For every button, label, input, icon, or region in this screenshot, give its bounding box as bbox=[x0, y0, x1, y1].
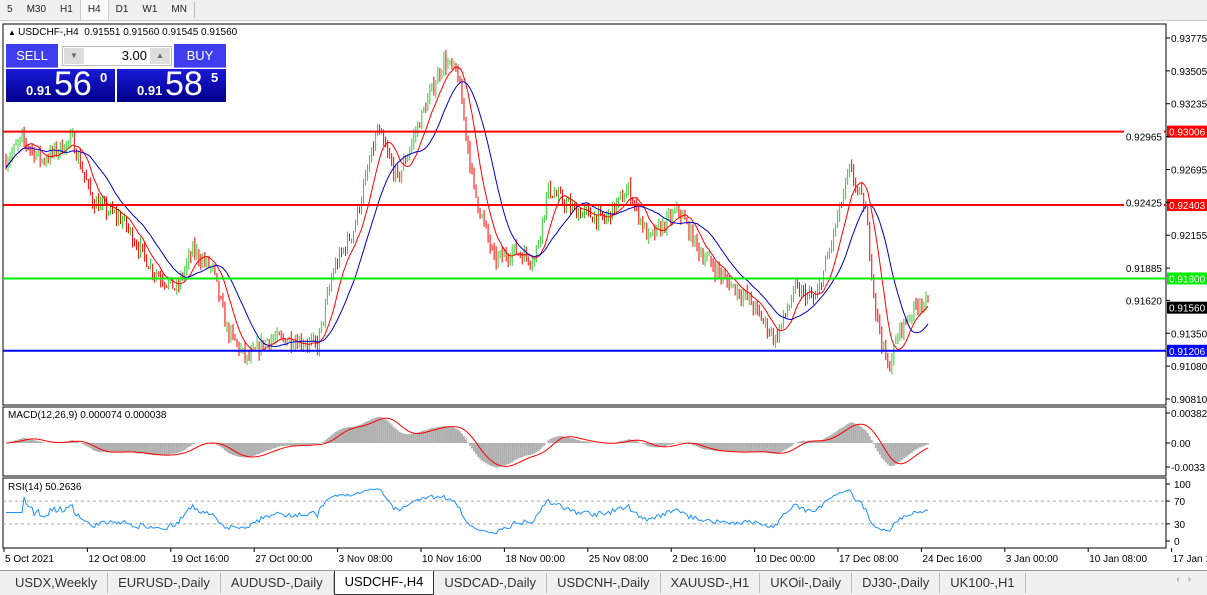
tab-scroll-arrows-icon[interactable]: ‹› bbox=[1176, 574, 1199, 585]
rsi-label: RSI(14) 50.2636 bbox=[8, 482, 82, 493]
macd-label: MACD(12,26,9) 0.000074 0.000038 bbox=[8, 410, 167, 421]
price-chart[interactable]: 0.930060.924030.918000.912060.915600.937… bbox=[0, 21, 1207, 570]
time-tick-label: 17 Dec 08:00 bbox=[839, 554, 899, 565]
chart-tabs: USDX,Weekly EURUSD-,Daily AUDUSD-,Daily USD… bbox=[0, 570, 1207, 595]
price-tick-label-bg bbox=[1124, 294, 1164, 307]
horizontal-line-price: 0.93006 bbox=[1169, 128, 1206, 139]
price-tick-label: 0.92425 bbox=[1126, 198, 1163, 209]
tab-xauusd-h1[interactable]: XAUUSD-,H1 bbox=[661, 573, 761, 593]
horizontal-line-price: 0.91800 bbox=[1169, 274, 1206, 285]
sell-price-big: 56 bbox=[54, 65, 92, 103]
tab-uk100-h1[interactable]: UK100-,H1 bbox=[940, 573, 1026, 593]
time-tick-label: 27 Oct 00:00 bbox=[255, 554, 313, 565]
tab-usdchf-h4[interactable]: USDCHF-,H4 bbox=[333, 571, 435, 595]
current-price-box bbox=[1167, 301, 1207, 314]
collapse-triangle-icon[interactable]: ▲ bbox=[8, 28, 19, 37]
price-tick-label: 0.92965 bbox=[1126, 133, 1163, 144]
symbol-label: USDCHF-,H4 bbox=[18, 27, 79, 38]
price-label-box bbox=[1167, 272, 1207, 285]
price-tick-label: 0.90810 bbox=[1171, 395, 1207, 406]
time-tick-label: 10 Jan 08:00 bbox=[1089, 554, 1147, 565]
rsi-line bbox=[6, 488, 929, 535]
time-tick-label: 10 Dec 00:00 bbox=[756, 554, 816, 565]
rsi-tick-label: 30 bbox=[1174, 520, 1186, 531]
buy-price-prefix: 0.91 bbox=[137, 83, 163, 98]
time-tick-label: 3 Jan 00:00 bbox=[1006, 554, 1059, 565]
price-tick-label: 0.92155 bbox=[1171, 231, 1207, 242]
time-tick-label: 2 Dec 16:00 bbox=[672, 554, 726, 565]
tab-dj30-daily[interactable]: DJ30-,Daily bbox=[852, 573, 941, 593]
current-price-label: 0.91560 bbox=[1169, 304, 1206, 315]
sell-price-prefix: 0.91 bbox=[26, 83, 52, 98]
price-tick-label: 0.91350 bbox=[1171, 329, 1207, 340]
time-tick-label: 25 Nov 08:00 bbox=[589, 554, 649, 565]
sell-button[interactable]: SELL bbox=[6, 44, 58, 68]
buy-price-pip: 5 bbox=[211, 70, 219, 85]
macd-tick-label: 0.00382 bbox=[1171, 409, 1207, 420]
buy-price[interactable]: 0.91 58 5 bbox=[117, 65, 226, 103]
rsi-tick-label: 70 bbox=[1174, 497, 1186, 508]
timeframe-5[interactable]: 5 bbox=[7, 4, 13, 15]
timeframe-mn[interactable]: MN bbox=[171, 4, 187, 15]
price-tick-label: 0.91885 bbox=[1126, 264, 1163, 275]
macd-tick-label: 0.00 bbox=[1171, 439, 1191, 450]
buy-price-big: 58 bbox=[165, 65, 203, 103]
macd-tick-label: -0.0033 bbox=[1171, 463, 1205, 474]
price-tick-label: 0.93505 bbox=[1171, 67, 1207, 78]
sell-price[interactable]: 0.91 56 0 bbox=[6, 65, 115, 103]
volume-input[interactable]: 3.00 bbox=[121, 48, 147, 63]
time-tick-label: 17 Jan 16:00 bbox=[1173, 554, 1207, 565]
timeframe-d1[interactable]: D1 bbox=[115, 4, 129, 15]
price-tick-label: 0.91620 bbox=[1126, 296, 1163, 307]
timeframe-h4[interactable]: H4 bbox=[79, 0, 109, 20]
time-tick-label: 3 Nov 08:00 bbox=[339, 554, 393, 565]
time-tick-label: 24 Dec 16:00 bbox=[922, 554, 982, 565]
time-tick-label: 18 Nov 00:00 bbox=[505, 554, 565, 565]
tab-ukoil-daily[interactable]: UKOil-,Daily bbox=[760, 573, 853, 593]
timeframe-w1[interactable]: W1 bbox=[142, 4, 158, 15]
price-label-box bbox=[1167, 125, 1207, 138]
price-tick-label-bg bbox=[1124, 130, 1164, 143]
price-tick-label-bg bbox=[1124, 262, 1164, 275]
macd-signal-line bbox=[5, 417, 929, 467]
divider bbox=[193, 2, 195, 18]
chart-header: ▲ USDCHF-,H4 0.91551 0.91560 0.91545 0.9… bbox=[8, 27, 237, 38]
tab-eurusd-daily[interactable]: EURUSD-,Daily bbox=[108, 573, 221, 593]
volume-field: ▼ 3.00 ▲ bbox=[62, 46, 172, 66]
price-tick-label-bg bbox=[1124, 196, 1164, 209]
price-tick-label: 0.93235 bbox=[1171, 100, 1207, 111]
time-tick-label: 10 Nov 16:00 bbox=[422, 554, 482, 565]
price-tick-label: 0.93775 bbox=[1171, 34, 1207, 45]
horizontal-line-price: 0.92403 bbox=[1169, 201, 1206, 212]
price-tick-label: 0.92695 bbox=[1171, 165, 1207, 176]
timeframe-m30[interactable]: M30 bbox=[26, 4, 47, 15]
rsi-tick-label: 0 bbox=[1174, 537, 1180, 548]
decrease-volume-icon[interactable]: ▼ bbox=[64, 48, 84, 64]
tab-audusd-daily[interactable]: AUDUSD-,Daily bbox=[221, 573, 334, 593]
tab-usdx-weekly[interactable]: USDX,Weekly bbox=[5, 573, 109, 593]
timeframe-h1[interactable]: H1 bbox=[60, 4, 73, 15]
rsi-tick-label: 100 bbox=[1174, 480, 1191, 491]
slow-moving-average-line bbox=[5, 81, 929, 348]
time-tick-label: 5 Oct 2021 bbox=[5, 554, 54, 565]
horizontal-line-price: 0.91206 bbox=[1169, 347, 1206, 358]
one-click-trading-panel: SELL ▼ 3.00 ▲ BUY 0.91 56 0 0.91 58 5 bbox=[6, 44, 226, 103]
rsi-pane bbox=[2, 477, 1167, 549]
tab-usdcnh-daily[interactable]: USDCNH-,Daily bbox=[547, 573, 661, 593]
time-tick-label: 19 Oct 16:00 bbox=[172, 554, 230, 565]
increase-volume-icon[interactable]: ▲ bbox=[150, 48, 170, 64]
buy-button[interactable]: BUY bbox=[174, 44, 226, 68]
ohlc-values: 0.91551 0.91560 0.91545 0.91560 bbox=[84, 27, 238, 38]
price-label-box bbox=[1167, 199, 1207, 212]
fast-moving-average-line bbox=[5, 66, 929, 352]
sell-price-pip: 0 bbox=[100, 70, 108, 85]
price-label-box bbox=[1167, 344, 1207, 357]
time-tick-label: 12 Oct 08:00 bbox=[88, 554, 146, 565]
tab-usdcad-daily[interactable]: USDCAD-,Daily bbox=[434, 573, 548, 593]
price-tick-label: 0.91080 bbox=[1171, 362, 1207, 373]
timeframe-toolbar: 5 M30 H1 H4 D1 W1 MN bbox=[0, 0, 1207, 21]
